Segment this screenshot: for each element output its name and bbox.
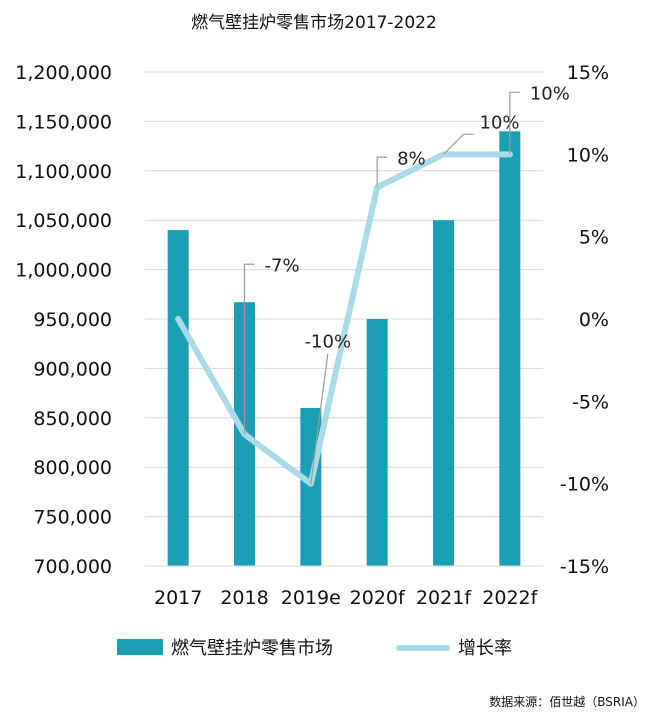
y-left-tick-label: 1,050,000 — [15, 210, 112, 232]
x-tick-label: 2022f — [482, 587, 538, 609]
callout-leader — [243, 263, 255, 435]
bar — [366, 319, 388, 566]
gridlines — [145, 71, 543, 567]
y-left-tick-label: 1,000,000 — [15, 260, 112, 282]
data-label: 10% — [480, 112, 520, 133]
data-label: 8% — [397, 148, 426, 169]
data-label: -7% — [265, 255, 300, 276]
data-label: -10% — [305, 332, 352, 353]
y-right-tick-label: 5% — [579, 227, 609, 249]
x-tick-label: 2019e — [281, 587, 341, 609]
y-left-tick-label: 700,000 — [33, 556, 112, 578]
y-left-tick-label: 1,100,000 — [15, 161, 112, 183]
legend: 燃气壁挂炉零售市场 增长率 — [117, 638, 512, 659]
line-point — [175, 316, 182, 322]
x-tick-label: 2020f — [350, 587, 406, 609]
y-axis-left: 700,000 750,000 800,000 850,000 900,000 950,0… — [15, 62, 112, 578]
x-tick-label: 2018 — [220, 587, 268, 609]
y-right-tick-label: 0% — [579, 309, 609, 331]
bar — [499, 131, 521, 566]
callout-leader — [310, 353, 329, 484]
y-left-tick-label: 950,000 — [33, 309, 112, 331]
source-note: 数据来源：佰世越（BSRIA） — [489, 694, 645, 709]
legend-label-line: 增长率 — [458, 638, 512, 659]
x-tick-label: 2021f — [416, 587, 472, 609]
legend-swatch-bar — [117, 639, 163, 655]
y-right-tick-label: -10% — [560, 474, 609, 496]
chart-title: 燃气壁挂炉零售市场2017-2022 — [191, 13, 437, 33]
y-axis-right: -15% -10% -5% 0% 5% 10% 15% — [560, 62, 609, 578]
growth-line — [175, 151, 513, 487]
x-axis: 2017 2018 2019e 2020f 2021f 2022f — [145, 565, 543, 609]
data-labels: -7% -10% 8% 10% 10% — [243, 83, 570, 484]
bar — [167, 230, 189, 566]
y-left-tick-label: 800,000 — [33, 457, 112, 479]
legend-label-bar: 燃气壁挂炉零售市场 — [171, 638, 333, 659]
y-left-tick-label: 850,000 — [33, 408, 112, 430]
callout-leader — [376, 156, 388, 188]
y-right-tick-label: -15% — [560, 556, 609, 578]
y-right-tick-label: 10% — [567, 144, 609, 166]
bar — [433, 220, 454, 566]
y-right-tick-label: -5% — [572, 391, 609, 413]
y-left-tick-label: 1,150,000 — [15, 111, 112, 133]
x-tick-label: 2017 — [154, 587, 202, 609]
y-right-tick-label: 15% — [567, 62, 609, 84]
callout-leader — [443, 133, 474, 155]
y-left-tick-label: 1,200,000 — [15, 62, 112, 84]
y-left-tick-label: 750,000 — [33, 507, 112, 529]
y-left-tick-label: 900,000 — [33, 358, 112, 380]
data-label: 10% — [530, 83, 570, 104]
callout-leader — [509, 91, 520, 155]
